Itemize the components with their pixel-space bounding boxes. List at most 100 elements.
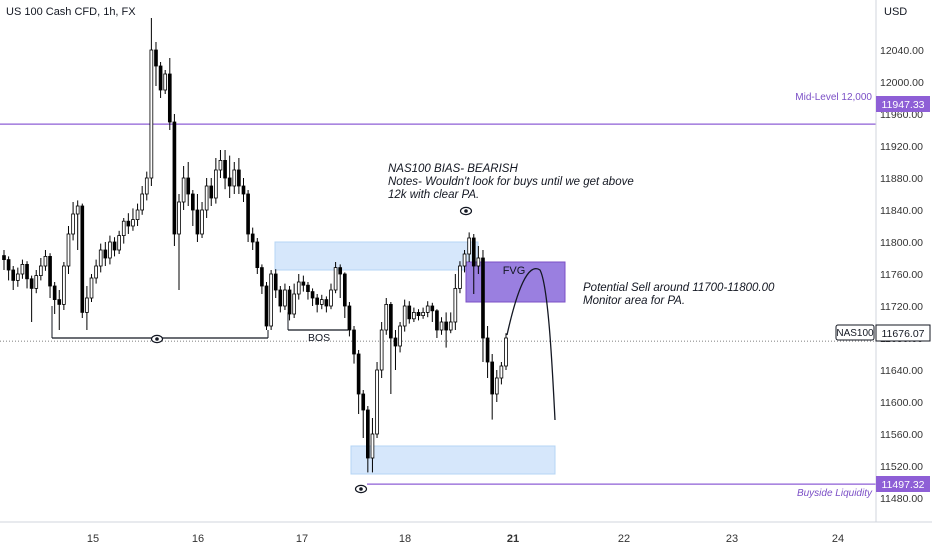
candle-body — [85, 297, 89, 313]
candle-body — [467, 237, 471, 255]
candle-body — [43, 255, 48, 267]
candle-body — [117, 235, 121, 251]
candle-body — [57, 299, 62, 305]
candle-body — [458, 265, 462, 289]
candle-body — [223, 159, 227, 179]
candle-body — [444, 321, 448, 331]
candle-body — [462, 253, 467, 267]
candle-body — [135, 209, 140, 220]
eye-pupil — [155, 337, 159, 341]
candle-body — [481, 257, 485, 339]
candle-body — [80, 205, 85, 313]
candle-body — [246, 193, 250, 235]
candle-body — [342, 273, 347, 307]
candle-body — [389, 303, 393, 339]
candle-body — [278, 289, 283, 307]
candle-body — [20, 263, 25, 275]
price-tick-label: 11560.00 — [880, 429, 923, 441]
candle-body — [435, 310, 439, 331]
candle-body — [227, 177, 232, 187]
candle-body — [71, 213, 75, 235]
candle-body — [329, 289, 333, 307]
candle-body — [402, 305, 407, 327]
time-tick-label: 24 — [832, 533, 844, 545]
zones — [274, 241, 566, 475]
time-tick-label: 17 — [296, 533, 308, 545]
candle-body — [310, 291, 315, 299]
time-tick-label: 16 — [192, 533, 204, 545]
candle-body — [241, 185, 246, 195]
candle-body — [195, 209, 200, 235]
candle-body — [25, 263, 29, 280]
candle-body — [172, 121, 177, 235]
candle-body — [273, 273, 278, 291]
candle-body — [356, 353, 361, 395]
fvg-label: FVG — [503, 265, 526, 277]
price-tick-label: 11640.00 — [880, 365, 923, 377]
price-tick-label: 11760.00 — [880, 269, 923, 281]
candle-body — [75, 205, 80, 215]
nas-symbol-label: NAS100 — [836, 328, 874, 339]
candle-body — [66, 233, 71, 267]
eye-icon — [354, 484, 368, 494]
candle-body — [131, 219, 135, 227]
candle-body — [425, 305, 430, 313]
candle-body — [126, 220, 131, 227]
candle-body — [190, 193, 195, 211]
candle-body — [250, 233, 255, 243]
candle-body — [448, 321, 453, 331]
candle-body — [103, 249, 108, 259]
candle-body — [154, 49, 158, 67]
candle-body — [218, 159, 223, 171]
candle-body — [2, 255, 6, 261]
candle-body — [499, 365, 504, 379]
candle-body — [264, 285, 269, 327]
time-tick-label: 23 — [726, 533, 738, 545]
price-tick-label: 11880.00 — [880, 173, 923, 185]
nas-price-badge — [875, 324, 931, 342]
mid-level-label: Mid-Level 12,000 — [795, 92, 872, 103]
demand-zone — [350, 445, 556, 475]
supply-zone — [274, 241, 479, 271]
eye-pupil — [359, 487, 363, 491]
mid-level-price: 11947.33 — [881, 99, 924, 111]
sell-line-2: Monitor area for PA. — [583, 295, 685, 307]
candle-body — [476, 257, 481, 267]
candle-body — [204, 185, 209, 211]
notes-line-1: Notes- Wouldn't look for buys until we g… — [388, 176, 634, 188]
candle-body — [158, 65, 163, 91]
candle-body — [421, 311, 425, 316]
projection-path — [506, 268, 556, 421]
candle-body — [94, 265, 98, 279]
price-axis[interactable]: 12040.0012000.0011960.0011920.0011880.00… — [880, 45, 924, 505]
buyside-price: 11497.32 — [881, 479, 924, 491]
time-tick-label: 21 — [507, 533, 519, 545]
notes-line-2: 12k with clear PA. — [388, 189, 479, 201]
candle-body — [485, 337, 490, 363]
time-axis[interactable]: 15 16 17 18 21 22 23 24 — [87, 533, 844, 545]
candle-body — [494, 377, 499, 395]
nas-symbol-badge — [835, 324, 875, 341]
candle-body — [200, 209, 204, 235]
candle-body — [149, 49, 154, 179]
candle-body — [237, 169, 241, 187]
candle-body — [34, 275, 39, 289]
candle-body — [347, 305, 352, 331]
candle-body — [366, 409, 370, 459]
chart-title: US 100 Cash CFD, 1h, FX — [6, 6, 136, 18]
candle-body — [39, 265, 43, 277]
candle-body — [370, 433, 375, 459]
candle-body — [260, 267, 264, 287]
bos-label: BOS — [308, 332, 330, 344]
candle-body — [416, 311, 421, 316]
price-tick-label: 11480.00 — [880, 493, 923, 505]
price-tick-label: 12040.00 — [880, 45, 924, 57]
eye-pupil — [464, 209, 468, 213]
candle-body — [112, 241, 117, 251]
candle-body — [209, 185, 214, 199]
candle-body — [361, 393, 366, 411]
candle-body — [52, 285, 57, 301]
candle-body — [338, 267, 343, 275]
candle-body — [319, 299, 324, 305]
